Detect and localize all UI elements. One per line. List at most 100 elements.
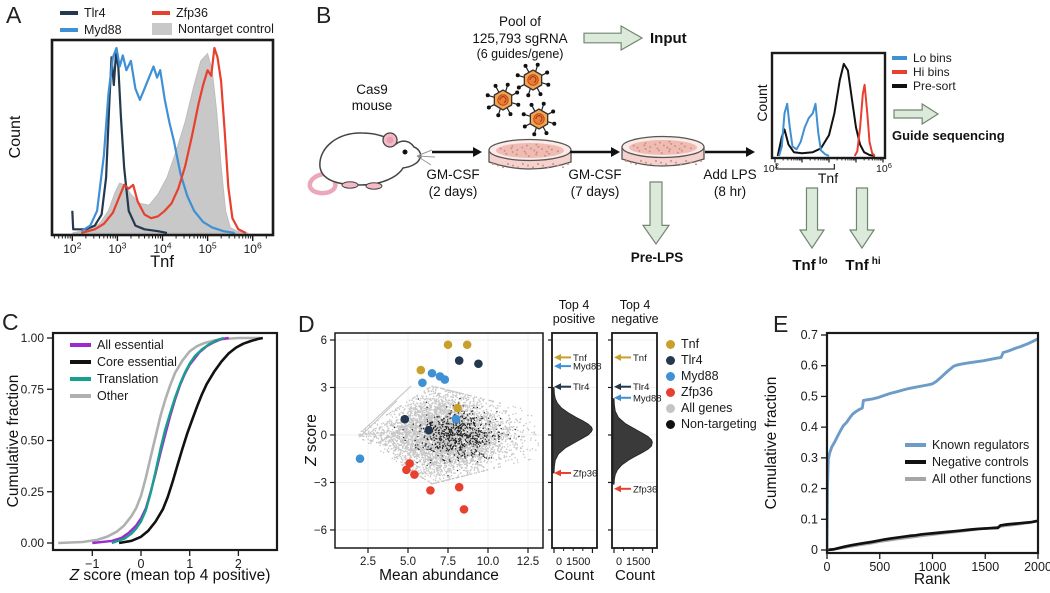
- prelps-label: Pre-LPS: [630, 250, 684, 265]
- gmcsf-7d-line2: (7 days): [570, 184, 620, 199]
- svg-text:−1: −1: [85, 557, 99, 571]
- legend-label: Tnf: [681, 337, 700, 351]
- panel-c-ylabel: Cumulative fraction: [5, 374, 22, 508]
- marginal-neg-count-label: Count: [614, 567, 656, 584]
- svg-text:10.0: 10.0: [477, 556, 499, 568]
- myd88-dot-swatch: [666, 371, 675, 381]
- pool-text-line1: Pool of: [498, 14, 542, 29]
- marginal-pos-count-label: Count: [553, 567, 595, 584]
- legend-item-all-essential: All essential: [70, 338, 164, 352]
- panel-b: B Pool of 125,793 sgRNA (6 guides/gene) …: [300, 0, 1050, 295]
- svg-text:2000: 2000: [1024, 560, 1050, 574]
- svg-text:0: 0: [811, 543, 818, 557]
- legend-label: Myd88: [84, 23, 122, 37]
- flow-histogram-plot: 102 103 104 105 106: [50, 38, 275, 256]
- myd88-line-swatch: [60, 28, 78, 32]
- zfp36-line-swatch: [152, 11, 170, 15]
- all-genes-dot-swatch: [666, 403, 675, 413]
- legend-label: All essential: [97, 338, 164, 352]
- gmcsf-7d-line1: GM-CSF: [568, 167, 622, 182]
- panel-c-letter: C: [2, 309, 19, 335]
- step-arrow-icon: [432, 147, 482, 157]
- legend-label: All other functions: [932, 472, 1032, 486]
- hi-bins-line-swatch: [892, 70, 907, 74]
- lo-bins-line-swatch: [892, 56, 907, 60]
- svg-text:3: 3: [321, 382, 327, 394]
- legend-item-myd88: Myd88: [60, 23, 122, 37]
- known-regulators-line-swatch: [905, 443, 926, 447]
- svg-text:102: 102: [63, 240, 81, 256]
- legend-label: Known regulators: [932, 438, 1030, 452]
- gmcsf-2d-line2: (2 days): [428, 184, 478, 199]
- tnf-hi-flow-arrow-icon: [848, 187, 876, 250]
- svg-text:106: 106: [244, 240, 262, 256]
- nontarget-fill-swatch: [152, 23, 172, 35]
- svg-text:105: 105: [199, 240, 217, 256]
- tnf-hi-label: Tnf hi: [845, 256, 881, 274]
- svg-text:Tnf: Tnf: [633, 353, 647, 364]
- svg-text:Myd88: Myd88: [573, 362, 602, 373]
- panel-d-ylabel: Z score: [303, 414, 320, 466]
- legend-label: Nontarget control: [178, 22, 274, 36]
- culture-dish-icon: [488, 138, 572, 170]
- legend-item-tlr4: Tlr4: [60, 6, 106, 20]
- lentivirus-pool-icon: [485, 62, 557, 137]
- legend-label: Lo bins: [913, 51, 952, 65]
- add-lps-line2: (8 hr): [713, 184, 747, 199]
- guide-seq-flow-arrow-icon: [893, 102, 940, 126]
- legend-item-known-regulators: Known regulators: [905, 438, 1029, 452]
- legend-item-core-essential: Core essential: [70, 355, 177, 369]
- legend-item-other: Other: [70, 389, 128, 403]
- legend-item-all-genes: All genes: [666, 401, 732, 415]
- tnf-lo-flow-arrow-icon: [798, 187, 826, 250]
- ecdf-plot: 0.00 0.25 0.50 0.75 1.00 −1 0 1 2: [21, 331, 279, 571]
- legend-label: Tlr4: [681, 353, 703, 367]
- svg-text:0: 0: [556, 556, 562, 568]
- svg-text:106: 106: [876, 161, 892, 175]
- legend-item-myd88: Myd88: [666, 369, 719, 383]
- panel-e-letter: E: [773, 311, 789, 337]
- svg-text:0.2: 0.2: [801, 482, 818, 496]
- svg-text:0: 0: [138, 557, 145, 571]
- svg-text:0.50: 0.50: [21, 434, 45, 448]
- svg-text:0.6: 0.6: [801, 359, 818, 373]
- svg-text:103: 103: [108, 240, 126, 256]
- svg-text:5.0: 5.0: [400, 556, 416, 568]
- svg-text:0.7: 0.7: [801, 328, 818, 342]
- legend-item-lo-bins: Lo bins: [892, 51, 952, 65]
- legend-label: Translation: [97, 372, 159, 386]
- svg-text:0.1: 0.1: [801, 512, 818, 526]
- svg-text:0: 0: [824, 560, 831, 574]
- svg-text:1500: 1500: [971, 560, 999, 574]
- step-arrow-icon: [570, 147, 620, 157]
- non-targeting-dot-swatch: [666, 419, 675, 429]
- svg-text:0.00: 0.00: [21, 536, 45, 550]
- legend-item-zfp36: Zfp36: [666, 385, 713, 399]
- sort-histogram-plot: 102 106: [763, 51, 892, 175]
- all-essential-line-swatch: [70, 343, 91, 347]
- panel-c: C 0.00 0.25 0.50 0.75 1.00 −1 0 1 2 Cumulative f…: [0, 295, 300, 593]
- panel-a-xlabel: Tnf: [150, 253, 174, 271]
- marginal-neg-title1: Top 4: [619, 298, 651, 312]
- legend-item-translation: Translation: [70, 372, 158, 386]
- panel-e: E 0 0.1 0.2 0.3 0.4 0.5 0.6 0.7 0 500 1000 1500 2000…: [755, 295, 1050, 593]
- panel-d-letter: D: [298, 311, 315, 337]
- legend-item-pre-sort: Pre-sort: [892, 79, 956, 93]
- add-lps-line1: Add LPS: [703, 167, 757, 182]
- sort-hist-xlabel: Tnf: [817, 170, 839, 186]
- panel-e-ylabel: Cumulative fraction: [763, 376, 780, 510]
- marginal-pos-title1: Top 4: [558, 298, 590, 312]
- legend-item-tnf: Tnf: [666, 337, 699, 351]
- legend-label: Core essential: [97, 355, 177, 369]
- svg-text:Tlr4: Tlr4: [633, 382, 649, 393]
- svg-text:−6: −6: [314, 525, 327, 537]
- input-label: Input: [650, 30, 687, 47]
- legend-item-negative-controls: Negative controls: [905, 455, 1029, 469]
- svg-text:1.00: 1.00: [21, 331, 45, 345]
- core-essential-line-swatch: [70, 360, 91, 364]
- svg-text:−3: −3: [314, 477, 327, 489]
- other-line-swatch: [70, 394, 91, 398]
- svg-text:0.25: 0.25: [21, 485, 45, 499]
- legend-label: Tlr4: [84, 6, 106, 20]
- negative-controls-line-swatch: [905, 460, 926, 464]
